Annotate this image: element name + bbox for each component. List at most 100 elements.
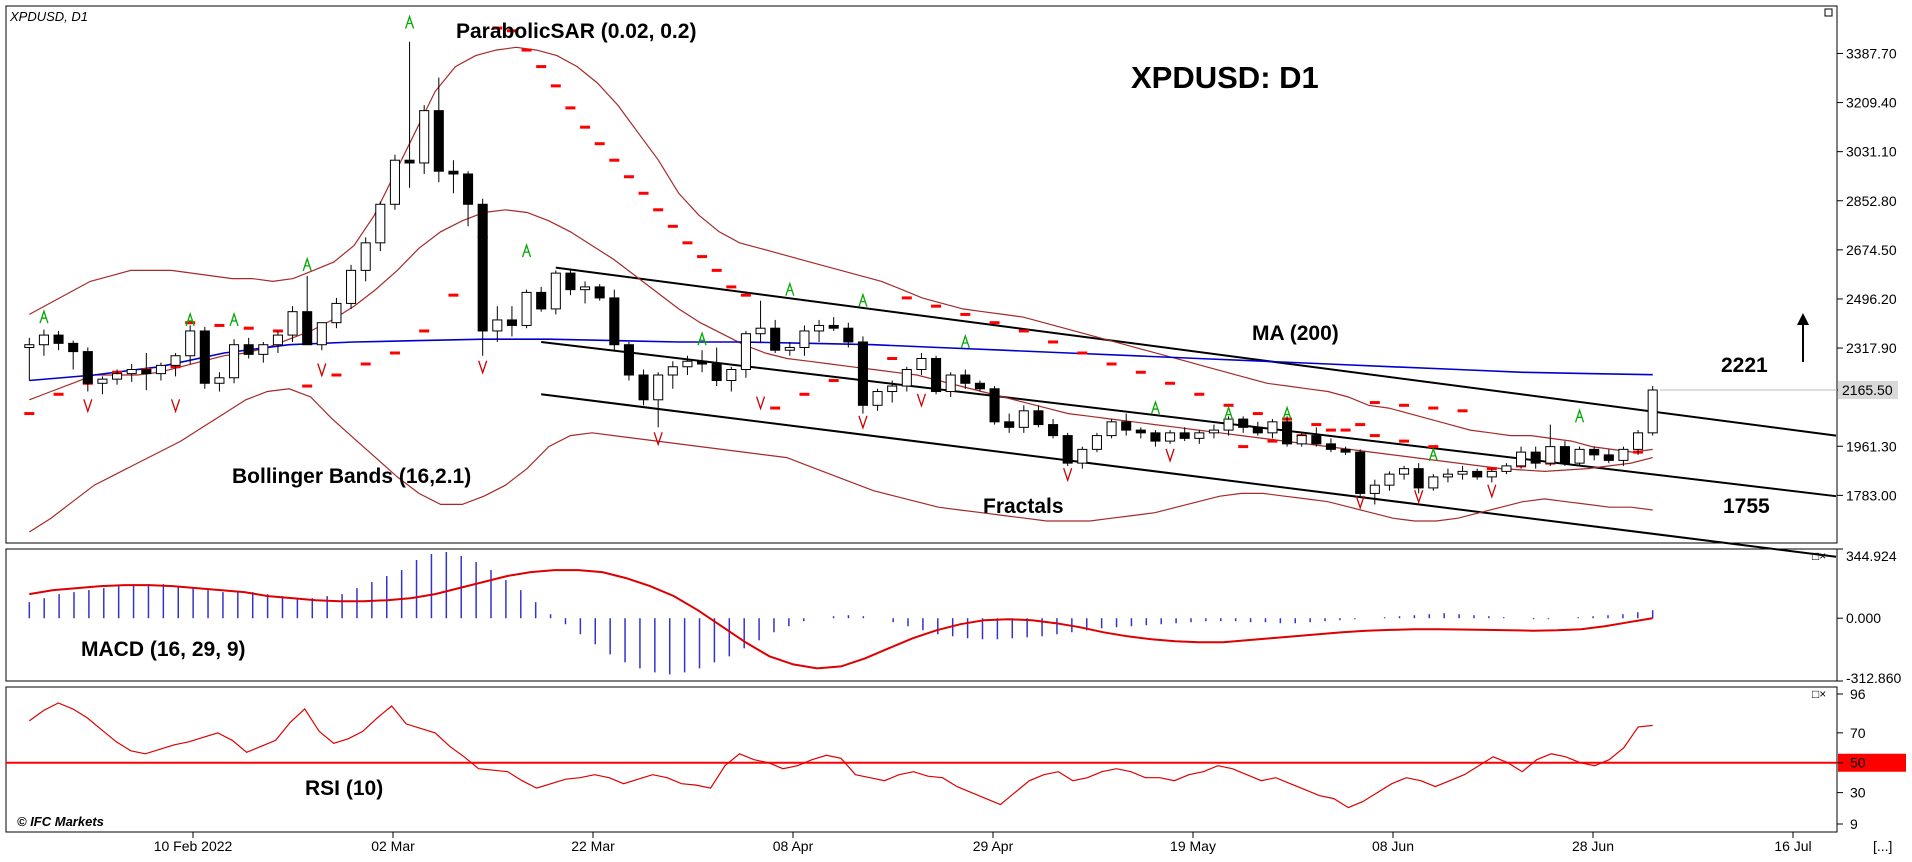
- price-tick-label: 2852.80: [1846, 193, 1897, 209]
- candle-up: [1501, 465, 1512, 472]
- fractal-down-marker: [858, 415, 868, 430]
- candle-down: [243, 344, 254, 355]
- maximize-icon[interactable]: [1824, 8, 1833, 17]
- time-tick-label: 22 Mar: [571, 838, 615, 854]
- candle-up: [580, 286, 591, 291]
- level-upper-label: 2221: [1721, 354, 1768, 377]
- ma200-line: [29, 338, 1653, 382]
- candlesticks: [24, 41, 1658, 505]
- candle-down: [1062, 435, 1073, 464]
- candle-up: [1223, 418, 1234, 431]
- candle-up: [755, 327, 766, 335]
- candle-down: [433, 110, 444, 172]
- candle-up: [375, 203, 386, 244]
- fractal-down-marker: [1414, 489, 1424, 505]
- candle-up: [97, 378, 108, 384]
- fractal-down-marker: [83, 399, 93, 414]
- candle-up: [667, 366, 678, 376]
- candle-up: [1091, 435, 1102, 450]
- price-tick-label: 1783.00: [1846, 487, 1897, 503]
- candle-down: [1121, 421, 1132, 431]
- fractal-up-marker: [1282, 405, 1292, 420]
- candle-up: [1077, 448, 1088, 464]
- fractals-label: Fractals: [983, 495, 1064, 518]
- candle-down: [1589, 448, 1600, 456]
- candle-down: [141, 369, 152, 375]
- candle-up: [901, 369, 912, 387]
- macd-tick-label: 0.000: [1846, 610, 1881, 626]
- fractal-down-marker: [478, 360, 488, 375]
- candle-up: [185, 330, 196, 357]
- candle-down: [463, 173, 474, 205]
- candle-up: [550, 272, 561, 310]
- candle-up: [1618, 448, 1629, 461]
- candle-up: [784, 346, 795, 351]
- candle-up: [346, 269, 357, 304]
- candle-down: [1135, 429, 1146, 434]
- rsi-level-tag: [1838, 753, 1906, 772]
- candle-up: [887, 385, 898, 393]
- candle-down: [697, 360, 708, 365]
- candle-up: [287, 311, 298, 336]
- candle-down: [1325, 443, 1336, 450]
- fractal-up-marker: [229, 311, 239, 327]
- macd-window-controls-icon[interactable]: □×: [1812, 549, 1826, 563]
- ma-label: MA (200): [1252, 322, 1339, 345]
- parabolic-sar-label: ParabolicSAR (0.02, 0.2): [456, 20, 696, 43]
- candle-down: [477, 203, 488, 332]
- candle-up: [112, 373, 123, 380]
- candle-down: [770, 327, 781, 351]
- fractal-up-marker: [1428, 446, 1438, 462]
- fractal-down-marker: [1063, 467, 1073, 483]
- candle-down: [1252, 426, 1263, 434]
- candle-up: [1633, 432, 1644, 450]
- candle-down: [1238, 418, 1249, 428]
- time-tick-label: 28 Jun: [1572, 838, 1614, 854]
- chart-title: XPDUSD: D1: [1131, 60, 1319, 95]
- fractal-down-marker: [755, 396, 766, 411]
- fractal-down-marker: [317, 363, 327, 378]
- candle-down: [1033, 410, 1044, 426]
- macd-tick-label: 344.924: [1846, 548, 1897, 564]
- level-lower-label: 1755: [1723, 495, 1770, 518]
- fractal-up-marker: [1574, 408, 1585, 423]
- rsi-tick-label: 9: [1850, 816, 1858, 832]
- symbol-label: XPDUSD, D1: [9, 9, 88, 24]
- candle-down: [960, 374, 971, 384]
- fractal-markers: [39, 14, 1585, 510]
- ma200-polyline: [29, 338, 1653, 382]
- rsi-tick-label: 50: [1850, 755, 1866, 771]
- rsi-window-controls-icon[interactable]: □×: [1812, 687, 1826, 701]
- fractal-up-marker: [785, 281, 795, 296]
- price-tick-label: 3387.70: [1846, 45, 1897, 61]
- candle-up: [229, 344, 240, 379]
- candle-up: [1516, 451, 1527, 467]
- candle-down: [1282, 421, 1293, 445]
- candle-up: [1428, 476, 1439, 489]
- candle-up: [1442, 473, 1453, 478]
- candle-up: [1545, 446, 1556, 464]
- candle-up: [316, 322, 327, 346]
- candle-up: [945, 374, 956, 393]
- macd-pane-frame: [5, 548, 1838, 682]
- fractal-up-marker: [302, 256, 312, 272]
- fractal-down-marker: [916, 393, 927, 408]
- time-tick-label: 02 Mar: [371, 838, 415, 854]
- price-tick-label: 2496.20: [1846, 291, 1897, 307]
- corner-label[interactable]: [...]: [1873, 838, 1892, 854]
- regression-channel: [541, 266, 1837, 558]
- fractal-up-marker: [858, 292, 868, 307]
- price-tag-box: [1838, 381, 1898, 399]
- candle-up: [1647, 389, 1658, 434]
- candle-up: [521, 291, 532, 326]
- candle-down: [974, 382, 985, 390]
- copyright: © IFC Markets: [17, 814, 104, 829]
- candle-up: [492, 319, 503, 332]
- fractal-down-marker: [653, 432, 663, 447]
- time-axis-ticks: 10 Feb 2022 02 Mar 22 Mar 08 Apr 29 Apr 19 Ma…: [154, 832, 1812, 854]
- candle-down: [1472, 470, 1483, 478]
- candle-down: [82, 351, 93, 384]
- fractal-up-marker: [39, 309, 49, 324]
- candle-up: [916, 357, 927, 371]
